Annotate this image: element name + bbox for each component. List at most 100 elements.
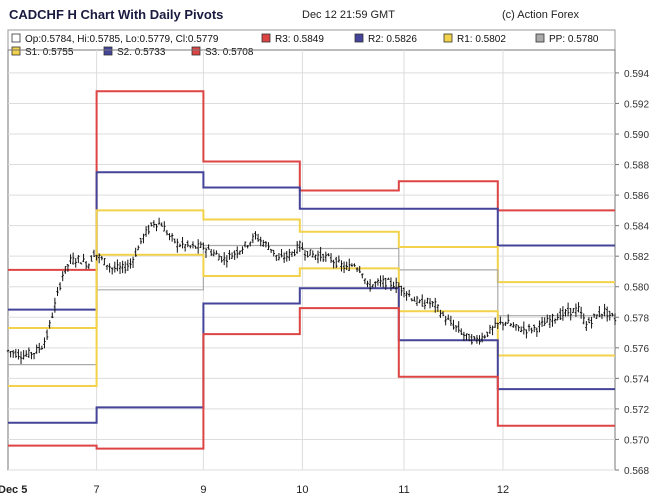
price-bar — [82, 253, 85, 263]
price-bar — [202, 242, 205, 250]
price-bar — [611, 312, 614, 317]
legend-swatch — [354, 33, 364, 43]
price-bar — [546, 314, 549, 323]
price-bar — [77, 255, 80, 264]
price-bar — [230, 252, 234, 259]
price-bar — [6, 349, 10, 353]
x-tick-label: 9 — [200, 484, 206, 496]
chart-axes: 0.568 0.570 0.572 0.574 0.576 0.578 0.580 0.582… — [0, 69, 649, 496]
price-bar — [97, 253, 101, 264]
price-bar — [525, 329, 528, 339]
price-bar — [199, 241, 202, 248]
price-bar — [301, 242, 304, 250]
price-bar — [121, 260, 124, 274]
price-bar — [129, 258, 132, 269]
price-bar — [501, 322, 505, 331]
price-bar — [25, 350, 28, 358]
price-bar — [379, 275, 382, 287]
price-bar — [535, 327, 539, 337]
price-bar — [389, 277, 393, 291]
price-bar — [506, 314, 510, 324]
price-bar — [285, 251, 288, 262]
price-bar — [56, 287, 59, 297]
price-bar — [194, 245, 197, 249]
price-bar — [9, 351, 12, 358]
price-bar — [314, 254, 317, 260]
price-bar — [225, 255, 229, 268]
y-tick-label: 0.574 — [624, 374, 649, 385]
price-bar — [196, 239, 200, 254]
price-bar — [509, 323, 512, 327]
price-bar — [397, 282, 400, 288]
price-bar — [118, 262, 122, 275]
price-bar — [139, 237, 143, 245]
price-bar — [134, 247, 137, 257]
price-bar — [579, 306, 583, 319]
legend-item: S1: 0.5755 — [25, 47, 74, 58]
price-bar — [415, 295, 419, 307]
price-bar — [267, 242, 270, 251]
price-bar — [223, 252, 226, 266]
price-bar — [387, 277, 390, 280]
price-bar — [465, 333, 468, 341]
legend-swatch — [11, 33, 21, 43]
price-bar — [574, 303, 578, 317]
price-bar — [251, 233, 255, 244]
price-bar — [447, 314, 450, 320]
legend-item: Op:0.5784, Hi:0.5785, Lo:0.5779, Cl:0.57… — [25, 34, 219, 45]
pivot-line-s1 — [8, 253, 615, 387]
price-bar — [64, 265, 67, 274]
legend-item: R3: 0.5849 — [275, 34, 324, 45]
y-tick-label: 0.590 — [624, 130, 649, 141]
price-bar — [35, 344, 38, 354]
x-tick-label: Dec 5 — [0, 484, 27, 496]
price-bar — [249, 241, 252, 247]
price-bar — [324, 251, 328, 262]
price-bar — [311, 250, 315, 258]
price-bar — [598, 306, 601, 318]
price-bar — [170, 233, 174, 242]
price-bar — [431, 301, 434, 308]
legend-item: S2: 0.5733 — [117, 47, 166, 58]
legend-swatch — [261, 33, 271, 43]
legend-item: S3: 0.5708 — [205, 47, 254, 58]
price-bar — [421, 294, 424, 307]
legend-swatch — [443, 33, 453, 43]
price-bar — [348, 258, 351, 272]
price-bar — [582, 313, 585, 325]
price-bar — [368, 279, 372, 292]
price-bar — [40, 345, 44, 350]
price-bar — [439, 309, 442, 318]
price-bar — [538, 320, 541, 333]
y-tick-label: 0.576 — [624, 344, 649, 355]
price-bar — [428, 298, 432, 309]
price-bar — [366, 280, 369, 288]
price-bar — [204, 247, 208, 258]
price-bar — [282, 252, 286, 263]
price-bar — [467, 333, 471, 342]
price-bar — [613, 313, 617, 325]
pivot-series — [8, 90, 615, 450]
price-bar — [66, 264, 70, 272]
price-bar — [473, 336, 476, 341]
price-bar — [256, 233, 260, 242]
price-bar — [303, 249, 307, 261]
price-bar — [298, 240, 301, 252]
price-bar — [480, 332, 484, 343]
price-bar — [559, 308, 562, 320]
price-bar — [337, 255, 341, 263]
price-bar — [150, 222, 153, 227]
price-bar — [293, 249, 296, 257]
price-bar — [400, 285, 403, 296]
price-bar — [186, 240, 189, 248]
price-series — [6, 217, 617, 365]
price-bar — [246, 245, 249, 249]
price-bar — [100, 255, 103, 261]
price-bar — [272, 249, 275, 257]
price-bar — [53, 297, 57, 313]
price-bar — [87, 263, 90, 269]
price-bar — [496, 322, 499, 329]
y-tick-label: 0.570 — [624, 435, 649, 446]
price-bar — [236, 246, 239, 259]
